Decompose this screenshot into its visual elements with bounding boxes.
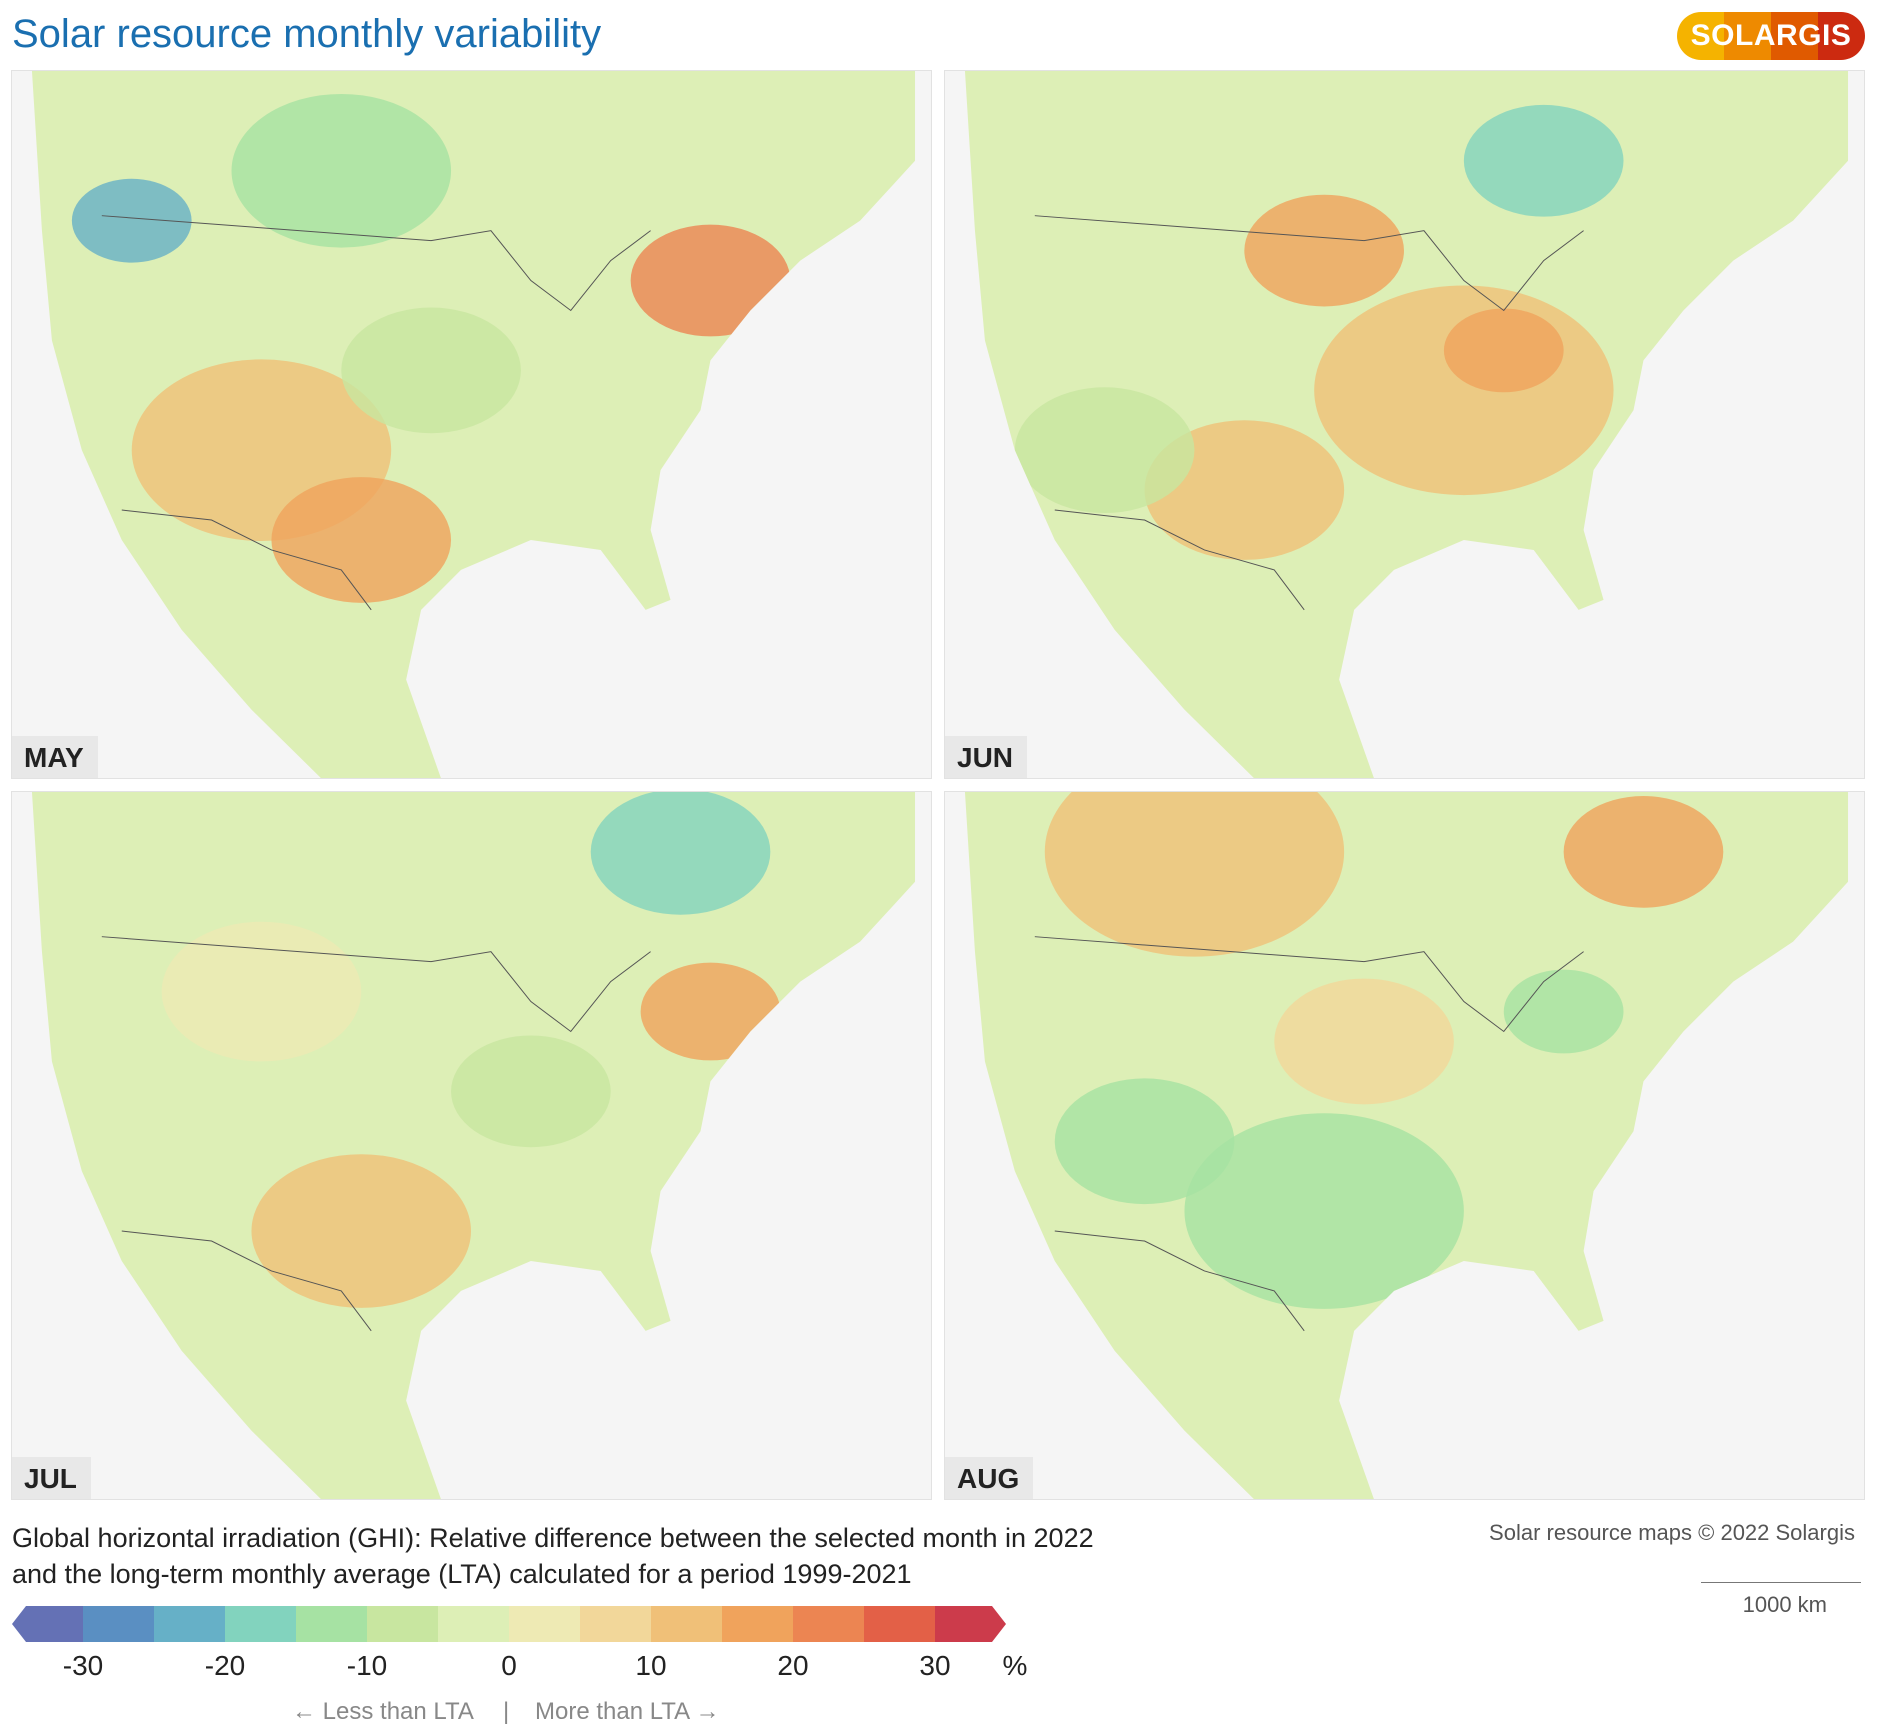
legend-tick-label: 20 — [777, 1650, 809, 1681]
month-label: JUL — [12, 1457, 91, 1499]
anomaly-region — [1014, 387, 1195, 514]
country-border — [1034, 215, 1584, 611]
caption: Global horizontal irradiation (GHI): Rel… — [12, 1520, 1094, 1592]
legend-less-label: ← Less than LTA — [292, 1698, 474, 1725]
anomaly-region — [251, 1154, 471, 1308]
anomaly-region — [161, 921, 362, 1062]
caption-line-1: Global horizontal irradiation (GHI): Rel… — [12, 1523, 1094, 1553]
anomaly-region — [640, 962, 781, 1061]
anomaly-region — [1044, 792, 1345, 957]
month-label: JUN — [945, 736, 1028, 778]
map — [964, 792, 1849, 1499]
country-border — [1034, 936, 1584, 1332]
solargis-logo: SOLARGIS — [1677, 12, 1865, 60]
anomaly-region — [1184, 1113, 1464, 1309]
legend-tick-label: 30 — [919, 1650, 951, 1681]
anomaly-region — [1144, 420, 1345, 560]
legend-arrow-right — [992, 1606, 1006, 1642]
legend-swatch — [154, 1606, 225, 1642]
legend-unit: % — [1002, 1650, 1028, 1681]
legend-swatch — [296, 1606, 367, 1642]
map-panel-aug: AUG — [944, 791, 1865, 1500]
legend-swatch — [438, 1606, 509, 1642]
country-border — [101, 936, 651, 1332]
caption-line-2: and the long-term monthly average (LTA) … — [12, 1559, 912, 1589]
legend-tick-label: -20 — [204, 1650, 246, 1681]
anomaly-region — [630, 224, 791, 337]
legend-separator: | — [503, 1698, 510, 1725]
month-label: AUG — [945, 1457, 1034, 1499]
anomaly-region — [1443, 308, 1564, 393]
anomaly-region — [451, 1035, 611, 1148]
anomaly-region — [1463, 104, 1624, 217]
legend-swatch — [793, 1606, 864, 1642]
anomaly-region — [1054, 1078, 1235, 1205]
anomaly-region — [271, 477, 452, 603]
legend-swatch — [864, 1606, 935, 1642]
legend-swatch — [225, 1606, 296, 1642]
legend-swatch — [26, 1606, 83, 1642]
logo-text: SOLARGIS — [1690, 19, 1852, 52]
legend-tick-label: 10 — [635, 1650, 667, 1681]
map — [31, 71, 916, 778]
legend-swatch — [722, 1606, 793, 1642]
landmass — [31, 792, 916, 1499]
legend-swatch — [580, 1606, 651, 1642]
legend-tick-label: 0 — [501, 1650, 517, 1681]
anomaly-region — [590, 792, 771, 915]
legend-swatch — [651, 1606, 722, 1642]
country-border — [101, 215, 651, 611]
legend-tick-label: -10 — [346, 1650, 388, 1681]
map-panel-jul: JUL — [11, 791, 932, 1500]
anomaly-region — [231, 93, 452, 248]
map-panel-jun: JUN — [944, 70, 1865, 779]
color-legend — [12, 1606, 1006, 1642]
legend-swatch — [935, 1606, 992, 1642]
scale-bar — [1701, 1582, 1861, 1583]
legend-swatch — [367, 1606, 438, 1642]
anomaly-region — [341, 307, 521, 434]
anomaly-region — [1563, 795, 1724, 908]
legend-more-label: More than LTA → — [535, 1698, 720, 1725]
map-panel-may: MAY — [11, 70, 932, 779]
copyright: Solar resource maps © 2022 Solargis — [1489, 1520, 1855, 1545]
month-label: MAY — [12, 736, 98, 778]
legend-arrow-left — [12, 1606, 26, 1642]
anomaly-region — [1503, 969, 1624, 1054]
anomaly-region — [1274, 978, 1454, 1105]
legend-tick-label: -30 — [62, 1650, 104, 1681]
anomaly-region — [71, 178, 192, 263]
map — [31, 792, 916, 1499]
anomaly-region — [1244, 194, 1404, 307]
anomaly-region — [1314, 285, 1614, 496]
legend-swatch — [83, 1606, 154, 1642]
map — [964, 71, 1849, 778]
legend-swatch — [509, 1606, 580, 1642]
scale-label: 1000 km — [1742, 1592, 1827, 1617]
page-title: Solar resource monthly variability — [12, 12, 602, 56]
